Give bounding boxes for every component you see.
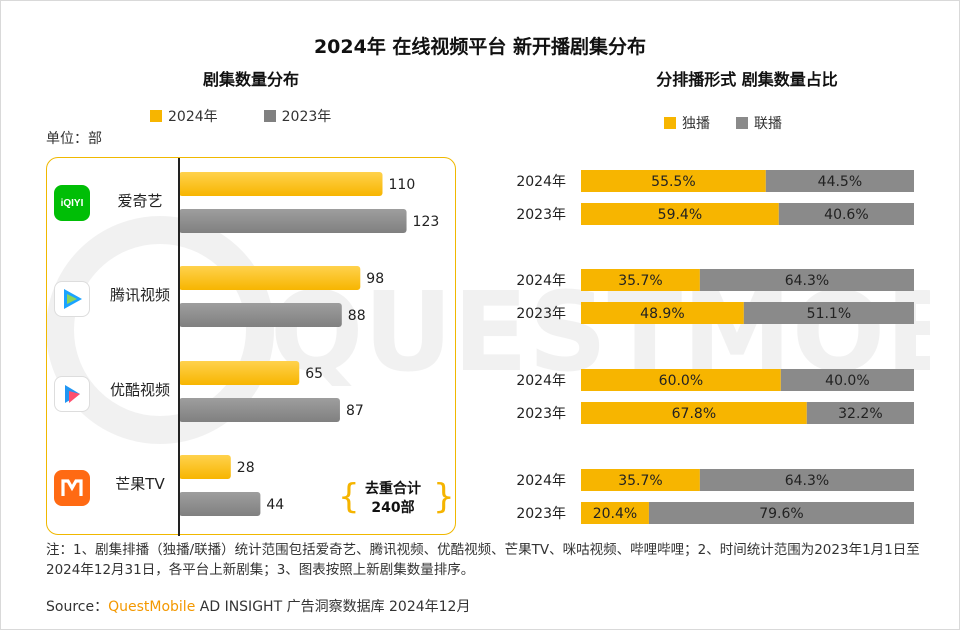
bar-2024: [179, 266, 361, 290]
iqiyi-logo-text: iQIYI: [60, 197, 84, 209]
bar-exclusive: [581, 402, 807, 424]
legend-swatch-syndicated: [736, 117, 748, 129]
footnote: 注：1、剧集排播（独播/联播）统计范围包括爱奇艺、腾讯视频、优酷视频、芒果TV、…: [46, 542, 920, 578]
row-year-label: 2023年: [516, 306, 566, 322]
exclusive-pct-label: 55.5%: [651, 174, 695, 190]
syndicated-pct-label: 32.2%: [838, 406, 882, 422]
row-year-label: 2023年: [516, 406, 566, 422]
bar-2023: [179, 398, 340, 422]
bar-value-label: 87: [346, 403, 364, 419]
mango-tv-logo-icon: [54, 470, 90, 506]
bar-syndicated: [780, 369, 914, 391]
unit-label: 单位：部: [46, 131, 102, 147]
source-rest: AD INSIGHT 广告洞察数据库 2024年12月: [195, 599, 471, 615]
left-axis-line: [178, 158, 180, 536]
bar-exclusive: [581, 502, 649, 524]
category-label: 腾讯视频: [110, 286, 170, 304]
left-legend: 2024年 2023年: [150, 106, 331, 126]
left-brace: {: [338, 477, 360, 517]
syndicated-pct-label: 44.5%: [818, 174, 862, 190]
bar-2023: [179, 492, 261, 516]
source-line: Source：QuestMobile AD INSIGHT 广告洞察数据库 20…: [46, 596, 470, 616]
left-subtitle: 剧集数量分布: [202, 70, 299, 89]
right-legend: 独播 联播: [664, 113, 782, 133]
bar-value-label: 28: [237, 460, 255, 476]
legend-label-2024: 2024年: [168, 109, 218, 125]
legend-swatch-2024: [150, 110, 162, 122]
legend-label-exclusive: 独播: [682, 116, 710, 132]
right-brace: }: [433, 477, 455, 517]
syndicated-pct-label: 40.6%: [824, 207, 868, 223]
bar-2023: [179, 303, 342, 327]
bar-value-label: 44: [266, 497, 284, 513]
bar-syndicated: [699, 469, 914, 491]
bar-syndicated: [778, 203, 914, 225]
bar-syndicated: [806, 402, 914, 424]
bar-syndicated: [648, 502, 914, 524]
bar-value-label: 98: [366, 271, 384, 287]
bar-syndicated: [743, 302, 914, 324]
category-label: 爱奇艺: [117, 192, 162, 210]
legend-swatch-exclusive: [664, 117, 676, 129]
source-prefix: Source：: [46, 599, 109, 615]
exclusive-pct-label: 35.7%: [618, 473, 662, 489]
row-year-label: 2024年: [516, 473, 566, 489]
legend-swatch-2023: [263, 110, 276, 122]
exclusive-pct-label: 20.4%: [593, 506, 637, 522]
category-label: 优酷视频: [110, 381, 170, 399]
bar-exclusive: [581, 203, 779, 225]
tencent-video-logo-icon: [54, 281, 90, 317]
exclusive-pct-label: 67.8%: [672, 406, 716, 422]
bar-value-label: 65: [305, 366, 323, 382]
syndicated-pct-label: 79.6%: [759, 506, 803, 522]
row-year-label: 2024年: [516, 174, 566, 190]
row-year-label: 2023年: [516, 207, 566, 223]
bar-value-label: 123: [413, 214, 440, 230]
total-label: 去重合计: [365, 481, 421, 497]
row-year-label: 2023年: [516, 506, 566, 522]
exclusive-pct-label: 60.0%: [659, 373, 703, 389]
main-title: 2024年 在线视频平台 新开播剧集分布: [313, 36, 647, 58]
bar-value-label: 110: [389, 177, 416, 193]
bar-2023: [179, 209, 407, 233]
syndicated-pct-label: 51.1%: [807, 306, 851, 322]
bar-exclusive: [581, 469, 700, 491]
category-label: 芒果TV: [115, 475, 165, 493]
syndicated-pct-label: 64.3%: [785, 273, 829, 289]
row-year-label: 2024年: [516, 373, 566, 389]
bar-exclusive: [581, 302, 744, 324]
bar-syndicated: [699, 269, 914, 291]
bar-exclusive: [581, 170, 766, 192]
exclusive-pct-label: 59.4%: [658, 207, 702, 223]
bar-exclusive: [581, 269, 700, 291]
exclusive-pct-label: 35.7%: [618, 273, 662, 289]
row-year-label: 2024年: [516, 273, 566, 289]
bar-2024: [179, 455, 231, 479]
bar-exclusive: [581, 369, 781, 391]
bar-value-label: 88: [348, 308, 366, 324]
total-value: 240部: [371, 500, 415, 516]
legend-label-syndicated: 联播: [754, 116, 782, 132]
bar-2024: [179, 361, 300, 385]
right-subtitle: 分排播形式 剧集数量占比: [656, 70, 838, 89]
youku-logo-icon: [54, 376, 90, 412]
source-brand: QuestMobile: [108, 599, 196, 615]
exclusive-pct-label: 48.9%: [640, 306, 684, 322]
syndicated-pct-label: 40.0%: [825, 373, 869, 389]
iqiyi-logo: iQIYI: [54, 185, 90, 221]
syndicated-pct-label: 64.3%: [785, 473, 829, 489]
legend-label-2023: 2023年: [281, 109, 332, 125]
bar-syndicated: [765, 170, 914, 192]
left-chart-panel: [46, 157, 456, 535]
bar-2024: [179, 172, 383, 196]
dedup-total-box: { 去重合计 240部 }: [338, 477, 455, 520]
